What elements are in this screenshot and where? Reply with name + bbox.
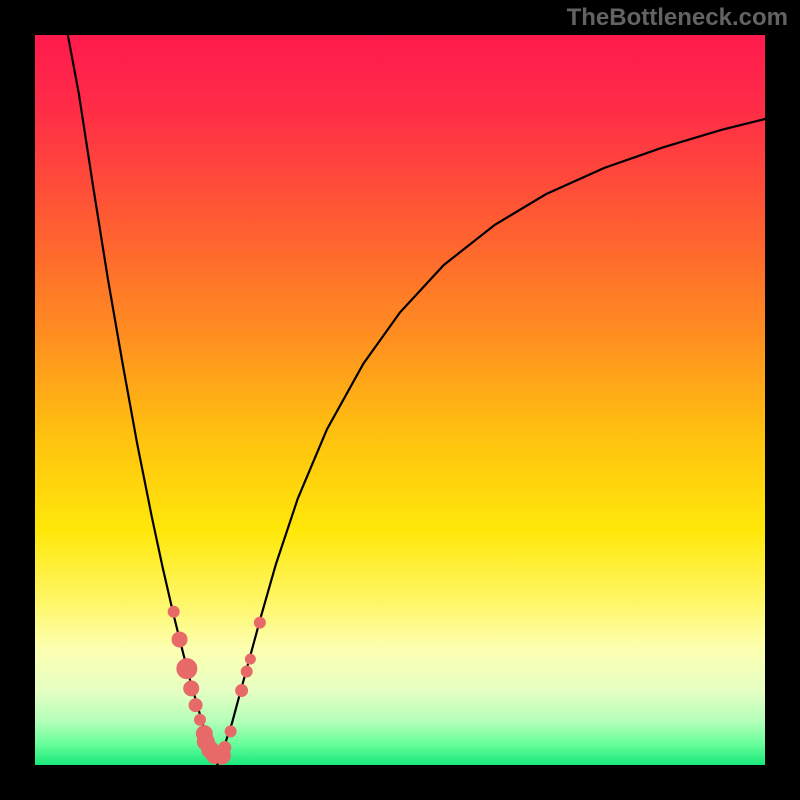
curve-marker [219,741,231,753]
curve-line [68,35,218,765]
curve-marker [184,681,199,696]
curve-marker [225,726,236,737]
curve-marker [172,632,187,647]
chart-frame: TheBottleneck.com [0,0,800,800]
watermark-label: TheBottleneck.com [567,4,788,32]
curve-marker [241,666,252,677]
curves-svg [35,35,765,765]
curve-marker [194,714,205,725]
plot-area [35,35,765,765]
curve-marker [254,617,265,628]
curve-marker [236,685,248,697]
curve-line [218,119,766,765]
curve-marker [177,659,197,679]
curve-marker [189,699,202,712]
curve-marker [168,606,179,617]
curve-marker [245,654,255,664]
